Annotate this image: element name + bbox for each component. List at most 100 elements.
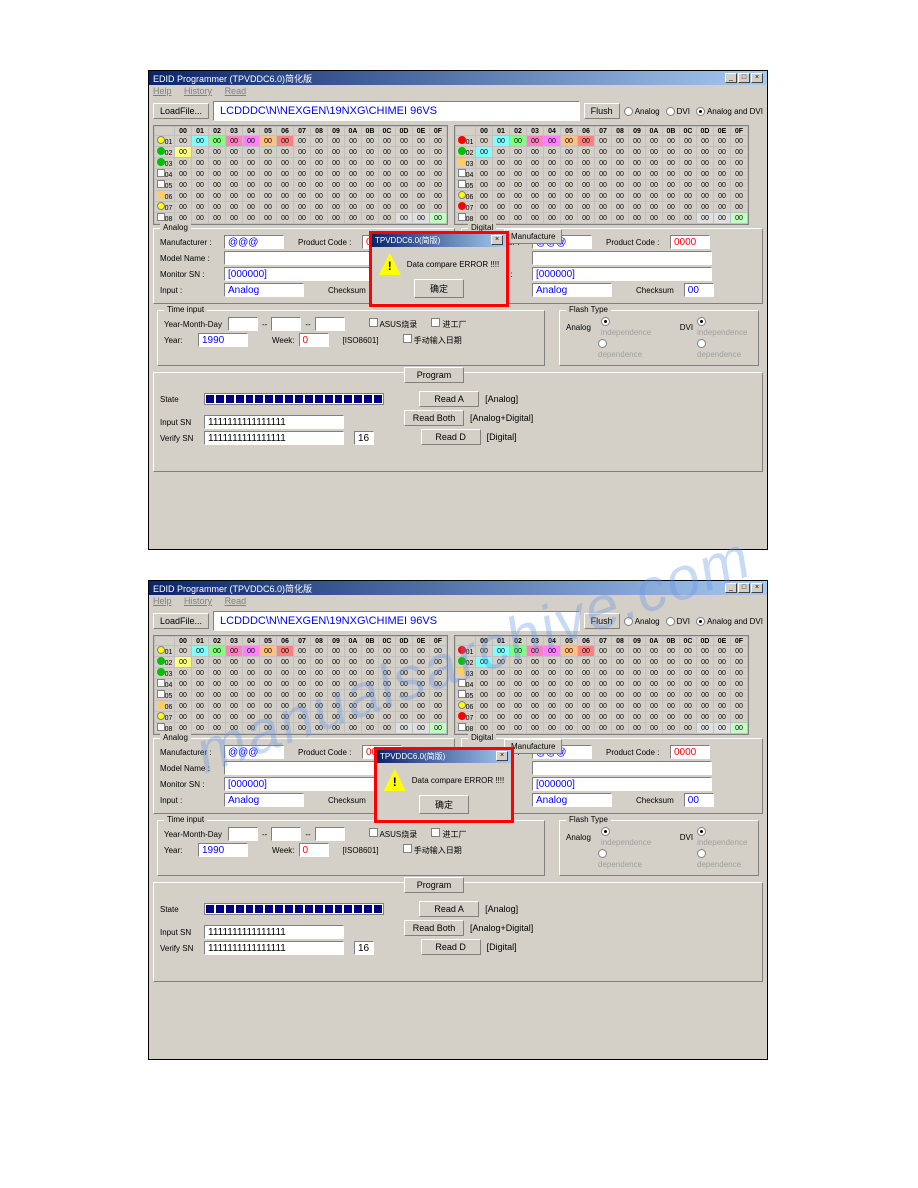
bottom-fieldset: Program Read A[Analog] Read Both[Analog+… <box>153 372 763 472</box>
menu-help[interactable]: Help <box>153 596 172 606</box>
radio-analog-ind[interactable] <box>601 827 610 836</box>
dialog-ok[interactable]: 确定 <box>419 795 469 814</box>
app-window-2: EDID Programmer (TPVDDC6.0)简化版 _ □ × Hel… <box>148 580 768 1060</box>
chk-asus[interactable] <box>369 318 378 327</box>
flashtype-fieldset: Flash Type Analog independence DVI indep… <box>559 820 759 876</box>
dialog-ok[interactable]: 确定 <box>414 279 464 298</box>
program-button[interactable]: Program <box>404 367 464 383</box>
digital-chk: 00 <box>684 283 714 297</box>
radio-dvi-ind[interactable] <box>697 827 706 836</box>
ymd-y[interactable] <box>228 317 258 331</box>
dialog-close[interactable]: × <box>491 235 503 245</box>
readboth-button[interactable]: Read Both <box>404 410 464 426</box>
chk-factory[interactable] <box>431 318 440 327</box>
week-input[interactable]: 0 <box>299 333 329 347</box>
timeinput-fieldset: Time input Year-Month-Day -- -- ASUS烧录 进… <box>157 820 545 876</box>
readd-button[interactable]: Read D <box>421 429 481 445</box>
readboth-button[interactable]: Read Both <box>404 920 464 936</box>
flush-button[interactable]: Flush <box>584 103 620 119</box>
analog-input: Analog <box>224 283 304 297</box>
path-display: LCDDDC\N\NEXGEN\19NXG\CHIMEI 96VS <box>213 101 580 121</box>
window-title: EDID Programmer (TPVDDC6.0)简化版 <box>153 582 312 595</box>
chk-factory[interactable] <box>431 828 440 837</box>
progress-bar <box>204 393 384 405</box>
radio-dvi-dep[interactable] <box>697 339 706 348</box>
radio-analog[interactable] <box>624 107 633 116</box>
digital-legend: Digital <box>468 733 496 742</box>
hexgrid-right: 000102030405060708090A0B0C0D0E0F01000000… <box>454 125 749 225</box>
ymd-y[interactable] <box>228 827 258 841</box>
digital-model[interactable] <box>532 251 712 265</box>
radio-dvi[interactable] <box>666 617 675 626</box>
timeinput-fieldset: Time input Year-Month-Day -- -- ASUS烧录 进… <box>157 310 545 366</box>
radio-analog[interactable] <box>624 617 633 626</box>
menu-history[interactable]: History <box>184 86 212 96</box>
analog-legend: Analog <box>160 223 191 232</box>
mode-radios: Analog DVI Analog and DVI <box>624 107 763 116</box>
hexgrid-right: 000102030405060708090A0B0C0D0E0F01000000… <box>454 635 749 735</box>
loadfile-button[interactable]: LoadFile... <box>153 613 209 629</box>
input-sn[interactable]: 1111111111111111 <box>204 925 344 939</box>
hexgrid-left: 000102030405060708090A0B0C0D0E0F01000000… <box>153 635 448 735</box>
menu-history[interactable]: History <box>184 596 212 606</box>
ymd-d[interactable] <box>315 827 345 841</box>
warning-icon: ! <box>379 253 401 275</box>
dialog-close[interactable]: × <box>496 751 508 761</box>
error-dialog: TPVDDC6.0(简版)× ! Data compare ERROR !!!!… <box>369 231 509 307</box>
loadfile-button[interactable]: LoadFile... <box>153 103 209 119</box>
chk-manual[interactable] <box>403 844 412 853</box>
radio-dvi[interactable] <box>666 107 675 116</box>
sn-count: 16 <box>354 431 374 445</box>
dialog-title: TPVDDC6.0(简版) <box>380 751 445 762</box>
ymd-d[interactable] <box>315 317 345 331</box>
analog-input: Analog <box>224 793 304 807</box>
menu-read[interactable]: Read <box>225 86 247 96</box>
radio-dvi-ind[interactable] <box>697 317 706 326</box>
readd-button[interactable]: Read D <box>421 939 481 955</box>
radio-analog-dep[interactable] <box>598 849 607 858</box>
hexgrid-left: 000102030405060708090A0B0C0D0E0F01000000… <box>153 125 448 225</box>
week-input[interactable]: 0 <box>299 843 329 857</box>
close-btn[interactable]: × <box>751 583 763 593</box>
titlebar: EDID Programmer (TPVDDC6.0)简化版 _ □ × <box>149 71 767 85</box>
reada-button[interactable]: Read A <box>419 391 479 407</box>
minimize-btn[interactable]: _ <box>725 73 737 83</box>
year-input[interactable]: 1990 <box>198 333 248 347</box>
window-title: EDID Programmer (TPVDDC6.0)简化版 <box>153 72 312 85</box>
menu-help[interactable]: Help <box>153 86 172 96</box>
progress-bar <box>204 903 384 915</box>
digital-pcode: 0000 <box>670 745 710 759</box>
chk-manual[interactable] <box>403 334 412 343</box>
manufacture-button[interactable]: Manufacture <box>504 229 562 244</box>
digital-input: Analog <box>532 283 612 297</box>
ymd-m[interactable] <box>271 827 301 841</box>
toolbar: LoadFile... LCDDDC\N\NEXGEN\19NXG\CHIMEI… <box>149 97 767 125</box>
menu-read[interactable]: Read <box>225 596 247 606</box>
menubar: Help History Read <box>149 85 767 97</box>
digital-chk: 00 <box>684 793 714 807</box>
dialog-message: Data compare ERROR !!!! <box>412 776 504 785</box>
radio-both[interactable] <box>696 617 705 626</box>
radio-dvi-dep[interactable] <box>697 849 706 858</box>
close-btn[interactable]: × <box>751 73 763 83</box>
digital-model[interactable] <box>532 761 712 775</box>
year-input[interactable]: 1990 <box>198 843 248 857</box>
minimize-btn[interactable]: _ <box>725 583 737 593</box>
maximize-btn[interactable]: □ <box>738 73 750 83</box>
chk-asus[interactable] <box>369 828 378 837</box>
verify-sn[interactable]: 1111111111111111 <box>204 941 344 955</box>
verify-sn[interactable]: 1111111111111111 <box>204 431 344 445</box>
dialog-message: Data compare ERROR !!!! <box>407 260 499 269</box>
radio-analog-dep[interactable] <box>598 339 607 348</box>
reada-button[interactable]: Read A <box>419 901 479 917</box>
analog-legend: Analog <box>160 733 191 742</box>
input-sn[interactable]: 1111111111111111 <box>204 415 344 429</box>
warning-icon: ! <box>384 769 406 791</box>
ymd-m[interactable] <box>271 317 301 331</box>
radio-both[interactable] <box>696 107 705 116</box>
maximize-btn[interactable]: □ <box>738 583 750 593</box>
radio-analog-ind[interactable] <box>601 317 610 326</box>
program-button[interactable]: Program <box>404 877 464 893</box>
analog-mfr: @@@ <box>224 235 284 249</box>
flush-button[interactable]: Flush <box>584 613 620 629</box>
